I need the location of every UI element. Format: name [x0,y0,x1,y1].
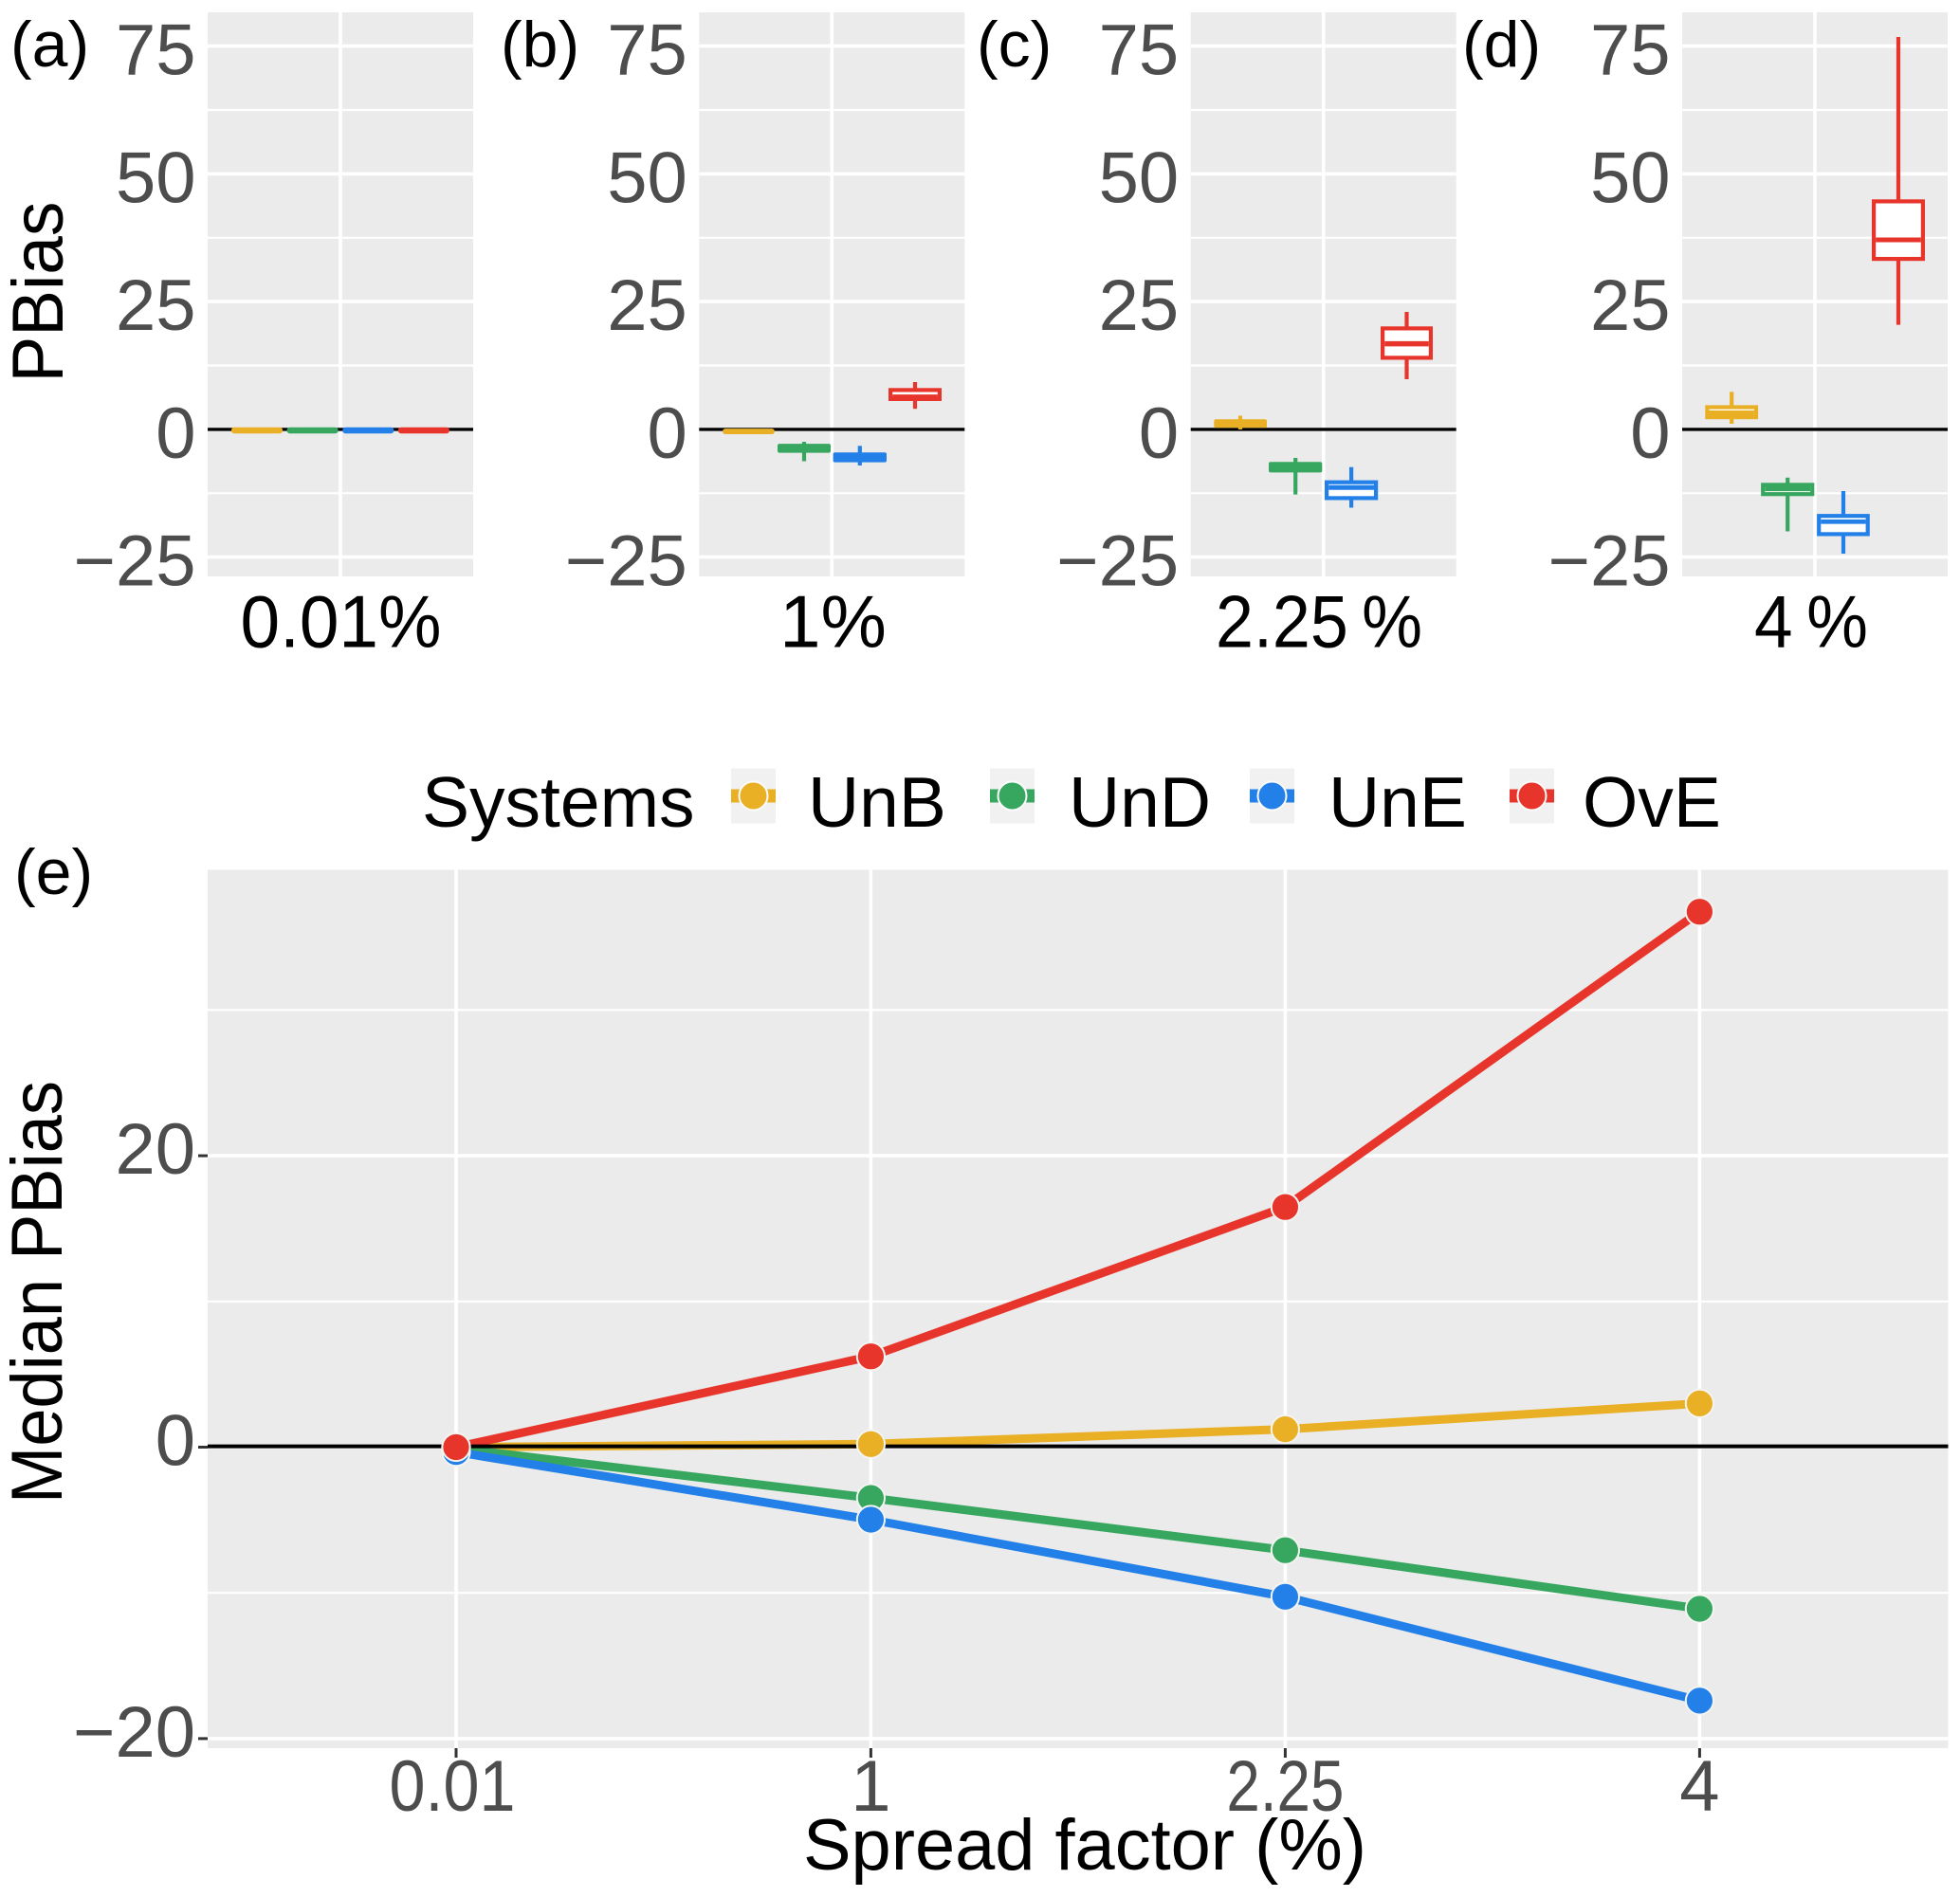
svg-text:UnD: UnD [1069,762,1211,842]
svg-text:0.01: 0.01 [390,1746,516,1827]
svg-text:0: 0 [1630,393,1670,474]
svg-text:OvE: OvE [1583,762,1721,842]
svg-text:UnE: UnE [1328,762,1467,842]
svg-text:4: 4 [1679,1746,1719,1827]
svg-text:(c): (c) [977,9,1052,81]
svg-text:0.01%: 0.01% [241,580,442,664]
svg-text:0: 0 [1139,393,1179,474]
svg-text:75: 75 [607,10,687,91]
svg-text:75: 75 [1099,10,1180,91]
svg-text:−25: −25 [1548,521,1671,602]
svg-text:2.25 %: 2.25 % [1216,580,1422,664]
svg-text:50: 50 [116,137,196,218]
svg-text:75: 75 [116,10,196,91]
svg-text:50: 50 [607,137,687,218]
svg-text:UnB: UnB [808,762,946,842]
svg-text:0: 0 [648,393,687,474]
svg-text:−25: −25 [74,521,196,602]
svg-text:Spread factor (%): Spread factor (%) [803,1805,1366,1886]
svg-text:50: 50 [1099,137,1180,218]
svg-text:(b): (b) [501,9,579,81]
svg-text:1%: 1% [779,580,887,664]
svg-text:PBias: PBias [0,202,79,383]
svg-text:(e): (e) [14,836,93,908]
svg-text:20: 20 [115,1109,195,1190]
svg-text:Median PBias: Median PBias [0,1081,78,1504]
svg-text:−25: −25 [1056,521,1179,602]
svg-text:25: 25 [1590,265,1671,346]
svg-text:−20: −20 [73,1692,195,1773]
svg-text:Systems: Systems [422,762,695,842]
svg-text:0: 0 [156,1401,195,1482]
svg-text:25: 25 [116,265,196,346]
svg-text:1: 1 [851,1746,890,1827]
svg-text:25: 25 [1099,265,1180,346]
svg-text:50: 50 [1590,137,1671,218]
svg-text:(d): (d) [1462,9,1541,81]
svg-text:75: 75 [1590,10,1671,91]
svg-text:−25: −25 [565,521,687,602]
svg-text:0: 0 [156,393,195,474]
svg-text:(a): (a) [10,9,89,81]
svg-text:2.25: 2.25 [1226,1746,1344,1827]
svg-text:4 %: 4 % [1754,580,1868,664]
svg-text:25: 25 [607,265,687,346]
